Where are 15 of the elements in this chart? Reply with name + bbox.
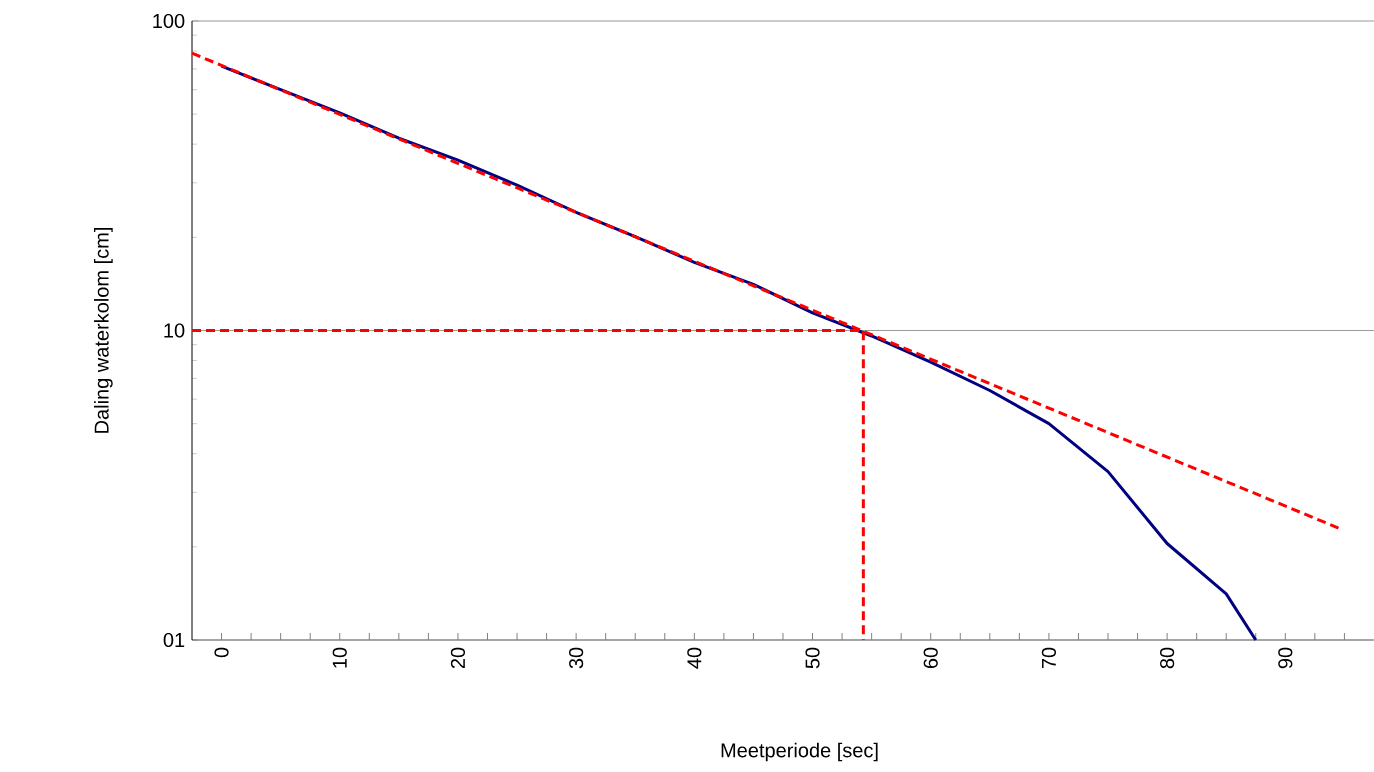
x-tick-label: 10 [332,647,347,668]
y-tick-label: 01 [163,632,185,648]
y-tick-label: 100 [153,13,185,29]
x-tick-label: 40 [687,647,702,669]
x-tick-label: 90 [1278,647,1293,669]
x-tick-label: 70 [1041,647,1057,669]
x-tick-label: 80 [1160,647,1175,669]
x-tick-label: 30 [569,647,584,669]
x-axis-title: Meetperiode [sec] [721,742,878,762]
x-tick-label: 60 [923,647,938,669]
y-tick-label: 10 [164,323,185,338]
x-tick-label: 0 [214,647,229,658]
x-tick-label: 50 [805,647,820,669]
y-axis-title: Daling waterkolom [cm] [94,228,113,433]
x-tick-label: 20 [450,647,466,669]
